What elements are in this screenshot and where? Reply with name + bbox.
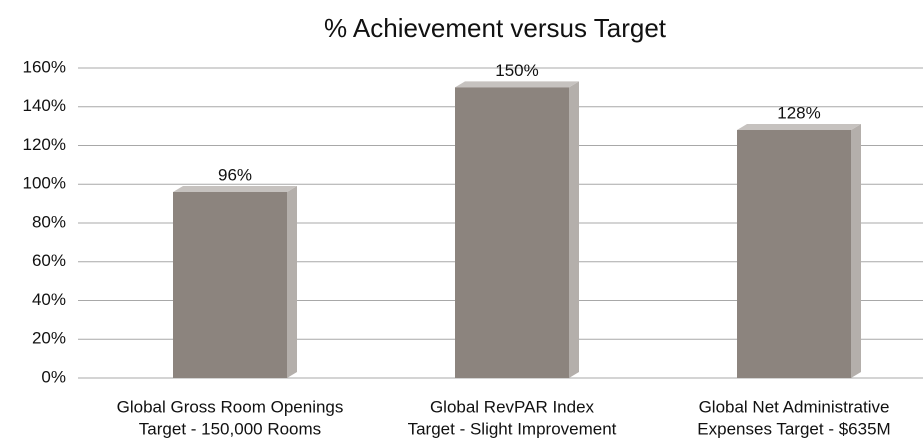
y-tick-label: 20% [32, 329, 66, 348]
bar-side [287, 186, 297, 378]
value-label: 128% [777, 103, 820, 122]
chart-title: % Achievement versus Target [324, 13, 667, 43]
value-label: 96% [218, 165, 252, 184]
bar-side [851, 124, 861, 378]
x-tick-label: Expenses Target - $635M [697, 419, 890, 438]
y-tick-label: 0% [41, 367, 66, 386]
bar-side [569, 81, 579, 378]
y-tick-label: 120% [23, 135, 66, 154]
x-tick-label: Target - 150,000 Rooms [139, 419, 321, 438]
bar-top [173, 186, 297, 192]
y-tick-label: 140% [23, 96, 66, 115]
x-tick-label: Global Net Administrative [699, 397, 890, 416]
bar-top [455, 81, 579, 88]
y-tick-label: 40% [32, 290, 66, 309]
y-tick-label: 100% [23, 174, 66, 193]
y-tick-label: 80% [32, 212, 66, 231]
x-tick-label: Global Gross Room Openings [117, 397, 344, 416]
bar [455, 87, 569, 378]
bar-top [737, 124, 861, 130]
bar [173, 192, 287, 378]
bar [737, 130, 851, 378]
x-tick-label: Global RevPAR Index [430, 397, 595, 416]
value-label: 150% [495, 61, 538, 80]
x-tick-label: Target - Slight Improvement [408, 419, 617, 438]
y-tick-label: 60% [32, 251, 66, 270]
y-tick-label: 160% [23, 57, 66, 76]
